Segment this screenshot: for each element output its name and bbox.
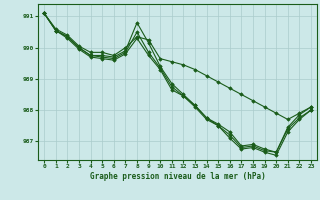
X-axis label: Graphe pression niveau de la mer (hPa): Graphe pression niveau de la mer (hPa) bbox=[90, 172, 266, 181]
